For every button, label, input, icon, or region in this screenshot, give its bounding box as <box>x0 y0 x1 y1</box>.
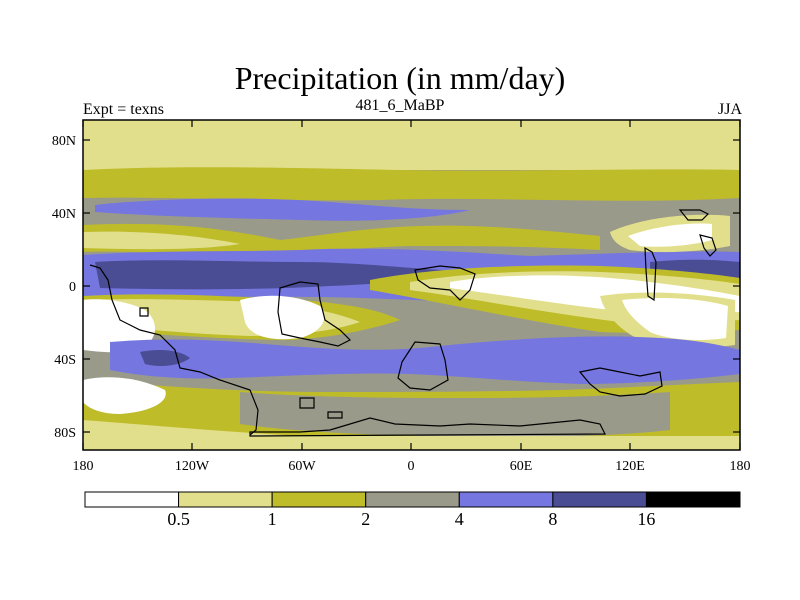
colorbar-swatch-5 <box>552 491 647 508</box>
coast-antarctica <box>249 417 606 437</box>
colorbar-label-0: 0.5 <box>167 509 190 529</box>
coast-islands-3 <box>327 411 343 419</box>
colorbar-label-3: 4 <box>455 509 464 529</box>
coast-americas <box>89 264 259 436</box>
lat-label-40s: 40S <box>54 353 76 368</box>
contour-field <box>83 120 740 450</box>
lon-label-60w: 60W <box>288 459 316 474</box>
lon-label-120e: 120E <box>615 459 645 474</box>
band-far-south-pale <box>83 420 740 450</box>
colorbar-swatch-4 <box>458 491 554 508</box>
lon-label-120w: 120W <box>175 459 210 474</box>
colorbar: 0.5 1 2 4 8 16 <box>84 491 741 529</box>
coastlines <box>89 209 717 437</box>
colorbar-swatch-0 <box>84 491 180 508</box>
lat-label-80s: 80S <box>54 426 76 441</box>
colorbar-label-5: 16 <box>637 509 655 529</box>
band-north-blue <box>95 198 470 221</box>
lat-axis <box>83 139 740 433</box>
plot-title: Precipitation (in mm/day) <box>234 60 566 96</box>
band-ntropic-pale <box>83 231 240 250</box>
coast-africa <box>414 265 476 301</box>
colorbar-label-1: 1 <box>268 509 277 529</box>
band-north-olive <box>83 167 740 201</box>
experiment-label: Expt = texns <box>83 101 165 118</box>
case-label: 481_6_MaBP <box>355 97 445 114</box>
colorbar-swatch-6 <box>645 491 741 508</box>
colorbar-swatch-1 <box>178 491 273 508</box>
colorbar-label-2: 2 <box>361 509 370 529</box>
coast-australia <box>578 367 663 397</box>
coast-eastasia <box>699 234 717 257</box>
lon-label-0: 0 <box>408 459 415 474</box>
region-sasia-core <box>622 298 728 340</box>
band-ntropic-olive <box>83 223 600 256</box>
lat-label-40n: 40N <box>52 207 76 222</box>
lat-label-0: 0 <box>69 280 76 295</box>
lon-label-180w: 180 <box>73 459 94 474</box>
region-wpac-white <box>83 299 156 353</box>
colorbar-label-4: 8 <box>548 509 557 529</box>
region-ant-white <box>83 377 166 414</box>
region-neasia-white <box>628 223 712 247</box>
coast-islands-2 <box>299 397 315 409</box>
coast-india <box>644 246 657 302</box>
band-north-pale <box>83 120 740 170</box>
region-sam-white <box>240 295 325 340</box>
coast-south-africa <box>397 341 449 391</box>
lon-label-180e: 180 <box>730 459 751 474</box>
coast-japan <box>678 209 710 221</box>
lat-label-80n: 80N <box>52 134 76 149</box>
coast-islands-1 <box>139 307 149 317</box>
season-label: JJA <box>717 101 742 118</box>
region-swpac-deep <box>140 350 190 366</box>
lon-axis <box>82 120 741 450</box>
band-far-south-grey <box>240 392 670 438</box>
coast-samerica <box>277 281 352 347</box>
lon-label-60e: 60E <box>510 459 533 474</box>
colorbar-swatch-2 <box>271 491 367 508</box>
colorbar-swatch-3 <box>365 491 460 508</box>
